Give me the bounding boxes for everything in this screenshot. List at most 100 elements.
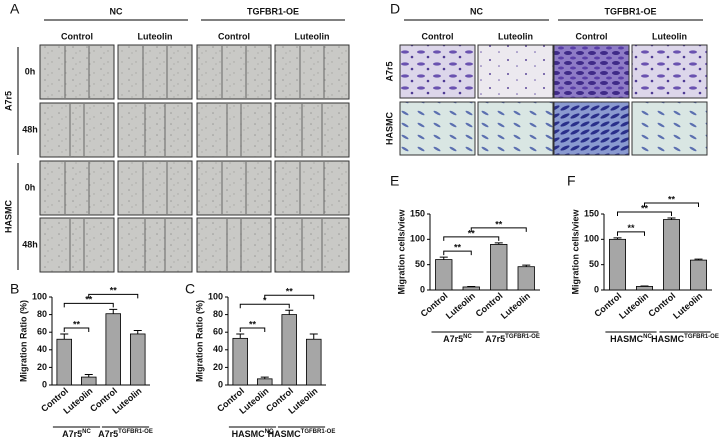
y-tick-label: 0 [594, 284, 599, 294]
group-label: HASMCNC [610, 334, 652, 345]
micrograph [196, 102, 272, 158]
group-name: HASMC [610, 334, 643, 344]
group-name: A7r5 [443, 334, 463, 344]
significance-bracket [239, 327, 266, 332]
significance-label: ** [85, 295, 93, 305]
group-sup: NC [643, 334, 652, 340]
panel-label: B [10, 281, 19, 297]
error-bar [439, 256, 448, 260]
micrograph [117, 160, 193, 216]
group-header: TGFBR1-OE [247, 6, 299, 16]
group-label: HASMCTGFBR1-OE [268, 429, 336, 440]
significance-bracket [63, 302, 114, 308]
significance-label: ** [627, 223, 635, 233]
bar [305, 338, 322, 386]
group-label: HASMCNC [232, 429, 274, 440]
error-bar [60, 333, 69, 340]
y-tick-label: 60 [213, 327, 223, 337]
column-header: Control [61, 31, 93, 41]
micrograph [117, 217, 193, 273]
micrograph [117, 44, 193, 100]
group-label: A7r5TGFBR1-OE [98, 429, 153, 440]
significance-bracket [63, 327, 90, 332]
y-tick-label: 100 [32, 291, 47, 301]
group-sup: TGFBR1-OE [505, 334, 540, 340]
y-tick-label: 150 [410, 208, 425, 218]
significance-label: ** [110, 286, 118, 296]
y-tick-label: 50 [415, 259, 425, 269]
group-name: HASMC [232, 429, 265, 439]
cell-line-label: HASMC [384, 112, 394, 145]
cell-line-label: A7r5 [3, 91, 13, 111]
micrograph [553, 44, 630, 99]
group-sup: NC [463, 334, 472, 340]
significance-label: ** [495, 219, 503, 229]
group-sup: NC [265, 429, 274, 435]
significance-label: * [263, 296, 267, 306]
significance-bracket [644, 202, 699, 208]
significance-bracket [264, 294, 315, 300]
significance-bracket [239, 303, 290, 309]
significance-bracket [617, 211, 672, 217]
error-bar [694, 258, 703, 261]
time-label: 0h [25, 66, 36, 76]
y-tick-label: 80 [37, 309, 47, 319]
time-label: 48h [22, 124, 38, 134]
micrograph [39, 160, 115, 216]
group-sup: TGFBR1-OE [118, 429, 153, 435]
y-tick-label: 100 [584, 234, 599, 244]
error-bar [133, 329, 142, 334]
bar [81, 376, 97, 386]
group-sup: TGFBR1-OE [301, 429, 336, 435]
error-bar [494, 242, 503, 245]
cell-line-label: HASMC [3, 200, 13, 233]
y-tick-label: 40 [213, 344, 223, 354]
x-tick-label: Luteolin [499, 291, 532, 321]
bar [609, 238, 627, 291]
y-tick-label: 100 [410, 234, 425, 244]
micrograph [39, 217, 115, 273]
group-header: TGFBR1-OE [604, 6, 656, 16]
y-tick-label: 0 [420, 284, 425, 294]
significance-bracket [88, 293, 139, 299]
group-header: NC [470, 6, 483, 16]
x-tick-label: Luteolin [617, 291, 650, 321]
significance-bracket [443, 236, 500, 241]
group-header: NC [110, 6, 123, 16]
error-bar [640, 285, 649, 287]
significance-label: ** [668, 194, 676, 204]
time-label: 48h [22, 239, 38, 249]
bar [105, 313, 122, 386]
column-header: Control [422, 31, 454, 41]
panel-label: A [10, 1, 20, 17]
column-header: Luteolin [498, 31, 533, 41]
micrograph [39, 102, 115, 158]
micrograph [631, 101, 708, 156]
x-tick-label: Luteolin [444, 291, 477, 321]
significance-bracket [617, 231, 645, 236]
group-name: A7r5 [485, 334, 505, 344]
bar [490, 243, 508, 291]
error-bar [109, 308, 118, 314]
micrograph [196, 44, 272, 100]
group-name: HASMC [268, 429, 301, 439]
error-bar [667, 217, 676, 220]
column-header: Luteolin [138, 31, 173, 41]
y-tick-label: 40 [37, 344, 47, 354]
cell-line-label: A7r5 [384, 61, 394, 81]
bar [636, 286, 654, 291]
micrograph [117, 102, 193, 158]
micrograph [274, 102, 350, 158]
micrograph [39, 44, 115, 100]
micrograph [196, 160, 272, 216]
bar [663, 219, 681, 291]
bar [281, 314, 297, 386]
significance-label: ** [454, 242, 462, 252]
y-tick-label: 100 [208, 291, 223, 301]
bar [129, 333, 146, 386]
error-bar [613, 237, 622, 240]
x-tick-label: Luteolin [671, 291, 704, 321]
group-name: A7r5 [98, 429, 118, 439]
column-header: Control [218, 31, 250, 41]
